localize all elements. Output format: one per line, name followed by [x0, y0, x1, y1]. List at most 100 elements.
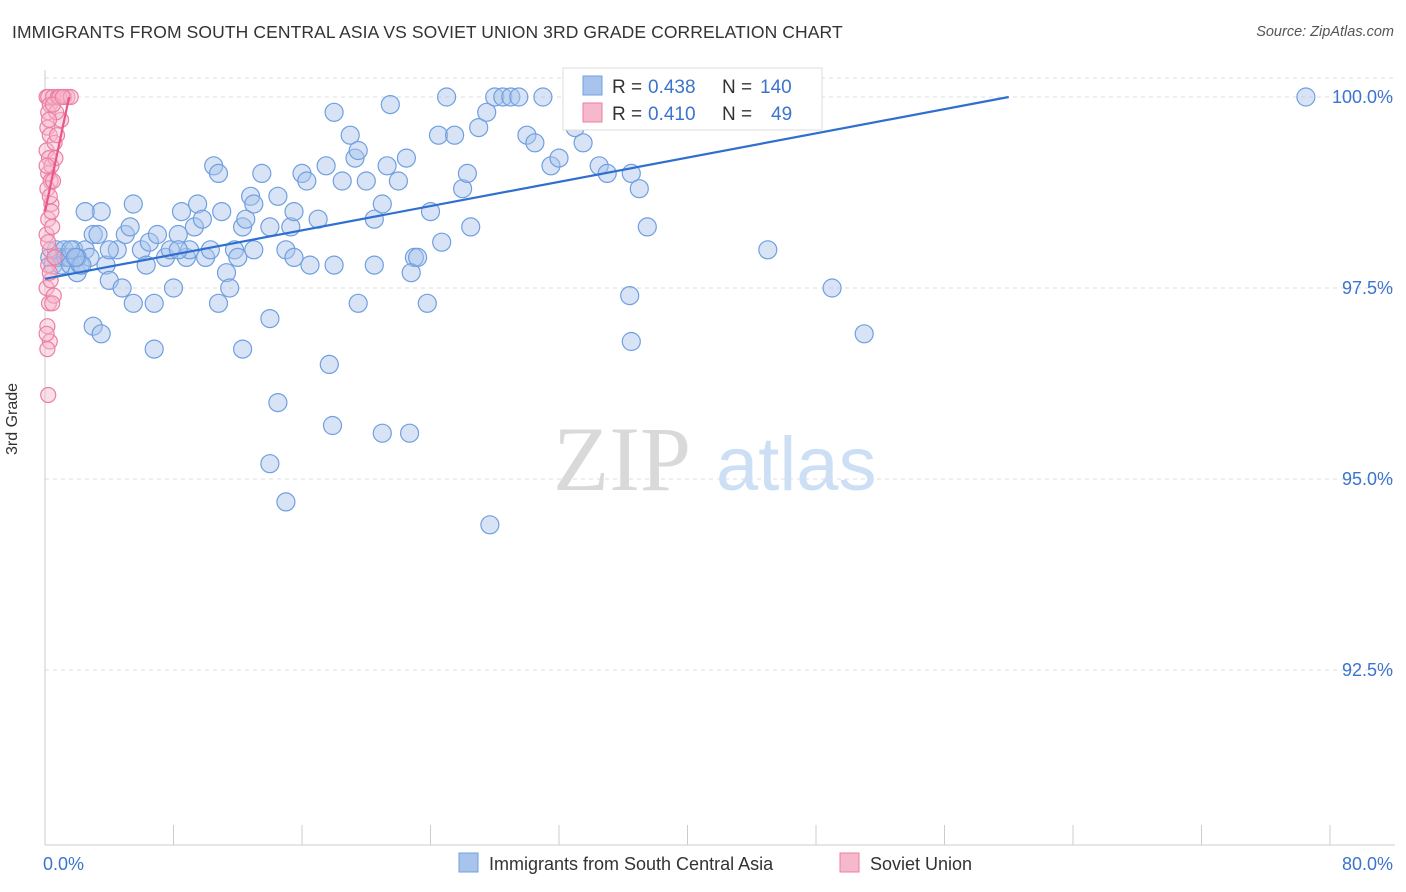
stats-legend-box: R = 0.438 N = 140 R = 0.410 N = 49 [562, 67, 823, 131]
immigrants-point-66 [348, 140, 368, 161]
immigrants-point-51 [252, 163, 272, 183]
watermark-atlas: atlas [716, 422, 877, 507]
chart-source: Source: ZipAtlas.com [1256, 24, 1394, 40]
immigrants-point-99 [637, 217, 657, 237]
immigrants-point-69 [372, 194, 392, 214]
immigrants-point-117 [758, 240, 778, 260]
legend-swatch-immigrants [458, 852, 479, 873]
immigrants-point-110 [322, 415, 343, 436]
immigrants-point-82 [469, 117, 489, 138]
soviet-point-47 [54, 88, 71, 106]
immigrants-point-43 [216, 263, 237, 283]
immigrants-point-130 [364, 255, 384, 275]
immigrants-point-102 [91, 324, 111, 344]
legend-label-immigrants: Immigrants from South Central Asia [489, 854, 774, 874]
immigrants-point-62 [324, 102, 344, 122]
y-tick-label-2: 97.5% [1342, 278, 1393, 298]
immigrants-point-31 [168, 224, 188, 245]
immigrants-point-81 [461, 217, 481, 237]
immigrants-point-35 [184, 217, 204, 237]
soviet-point-41 [38, 157, 55, 174]
immigrants-point-20 [112, 278, 132, 298]
soviet-point-46 [38, 325, 55, 342]
immigrants-point-47 [233, 217, 253, 237]
immigrants-point-113 [480, 515, 500, 535]
chart-title: IMMIGRANTS FROM SOUTH CENTRAL ASIA VS SO… [12, 22, 843, 42]
immigrants-point-36 [188, 194, 208, 214]
immigrants-point-50 [244, 194, 264, 214]
y-tick-label-1: 95.0% [1342, 469, 1393, 489]
immigrants-point-92 [549, 148, 569, 168]
stats-r-value-2: 0.410 [648, 104, 696, 125]
immigrants-point-88 [517, 125, 537, 145]
soviet-point-34 [46, 249, 63, 266]
immigrants-point-52 [260, 217, 280, 237]
immigrants-point-104 [233, 339, 253, 359]
immigrants-point-26 [139, 232, 159, 252]
x-tick-label-0: 0.0% [43, 854, 84, 874]
legend-swatch-soviet [839, 852, 860, 873]
immigrants-point-61 [316, 156, 336, 176]
immigrants-point-80 [457, 163, 477, 183]
bottom-legend: Immigrants from South Central Asia Sovie… [458, 852, 972, 874]
immigrants-point-123 [144, 293, 164, 313]
immigrants-point-89 [525, 133, 545, 153]
soviet-point-42 [43, 203, 60, 220]
immigrants-point-98 [629, 179, 649, 199]
immigrants-point-78 [445, 125, 465, 145]
immigrants-point-85 [493, 87, 513, 107]
immigrants-point-19 [107, 240, 127, 260]
immigrants-point-27 [147, 224, 167, 245]
legend-label-soviet: Soviet Union [870, 854, 972, 874]
stats-r-label-1: R = [612, 77, 642, 98]
y-tick-label-3: 100.0% [1332, 87, 1393, 107]
immigrants-point-94 [573, 133, 593, 153]
immigrants-point-77 [437, 87, 457, 107]
immigrants-point-101 [83, 316, 103, 336]
soviet-point-20 [40, 386, 57, 404]
immigrants-point-91 [541, 156, 561, 176]
immigrants-point-64 [340, 125, 360, 145]
immigrants-point-134 [432, 232, 452, 252]
immigrants-point-56 [284, 202, 304, 222]
immigrants-point-14 [83, 224, 103, 245]
immigrants-point-46 [228, 247, 248, 267]
trend-line-0 [44, 95, 1009, 280]
immigrants-point-54 [276, 240, 296, 260]
series-immigrants-points [40, 87, 1316, 535]
tick-labels: 92.5% 95.0% 97.5% 100.0% 0.0% 80.0% [43, 87, 1393, 874]
immigrants-point-124 [168, 240, 188, 260]
immigrants-point-22 [120, 217, 140, 237]
immigrants-point-30 [163, 278, 184, 298]
immigrants-point-59 [300, 255, 320, 275]
immigrants-point-105 [260, 309, 280, 329]
soviet-point-39 [40, 111, 58, 129]
immigrants-point-109 [319, 354, 339, 374]
immigrants-point-107 [260, 454, 280, 474]
gridlines [45, 77, 1395, 671]
immigrants-point-119 [854, 324, 874, 344]
immigrants-point-15 [88, 224, 108, 245]
x-tick-label-1: 80.0% [1342, 854, 1393, 874]
immigrants-point-76 [428, 125, 449, 145]
immigrants-point-79 [453, 179, 473, 199]
immigrants-point-48 [236, 209, 256, 229]
stats-swatch-pink [582, 102, 603, 123]
immigrants-point-112 [400, 423, 420, 443]
immigrants-point-106 [268, 393, 288, 413]
immigrants-point-128 [324, 255, 344, 275]
stats-r-label-2: R = [612, 104, 642, 125]
watermark-zip: ZIP [553, 408, 691, 510]
stats-n-value-1: 140 [760, 77, 792, 98]
trend-line-1 [43, 96, 71, 212]
immigrants-point-139 [65, 247, 86, 267]
immigrants-point-49 [241, 186, 261, 206]
immigrants-point-71 [380, 94, 400, 115]
immigrants-point-16 [91, 202, 111, 222]
immigrants-point-122 [123, 293, 143, 313]
immigrants-point-129 [348, 293, 368, 313]
immigrants-point-90 [533, 87, 553, 107]
immigrants-point-111 [372, 423, 392, 443]
immigrants-point-135 [1296, 87, 1316, 107]
immigrants-point-126 [244, 240, 264, 260]
